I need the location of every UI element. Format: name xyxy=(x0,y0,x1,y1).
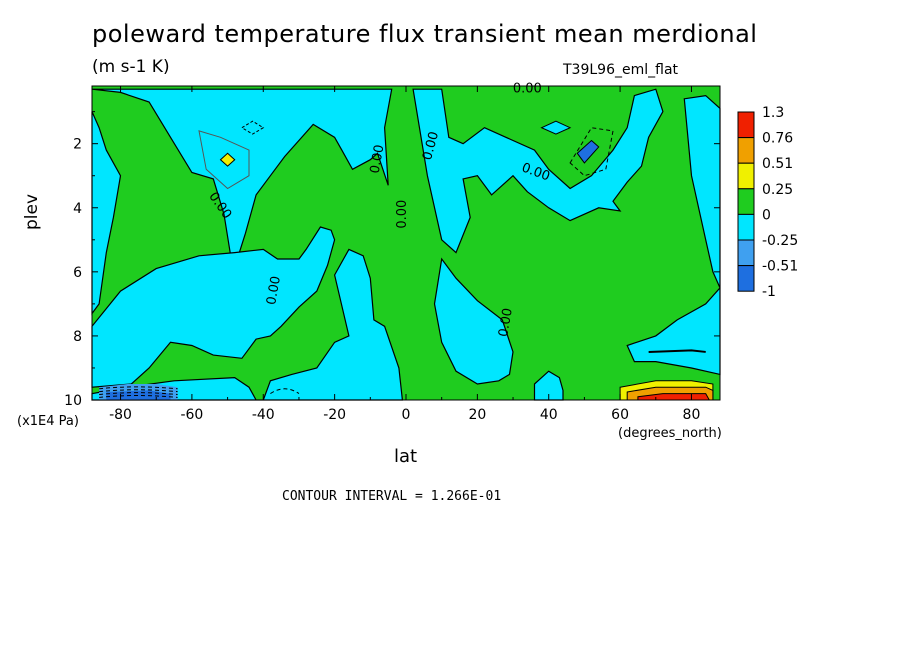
chart-title: poleward temperature flux transient mean… xyxy=(92,20,758,48)
contour-line-north-8 xyxy=(648,349,706,353)
negative-region-0 xyxy=(91,88,393,260)
x-tick-label: 40 xyxy=(540,407,558,423)
colorbar-box-5 xyxy=(737,239,755,267)
x-tick-label: -40 xyxy=(252,407,275,423)
contour-label-6: 0.00 xyxy=(496,307,516,338)
colorbar-label-4: 0 xyxy=(762,207,771,223)
colorbar-box-2 xyxy=(737,162,755,190)
contour-label-1: 0.00 xyxy=(264,275,284,306)
negative-region-4 xyxy=(412,88,664,254)
x-tick-label: -20 xyxy=(323,407,346,423)
colorbar-label-1: 0.76 xyxy=(762,131,793,147)
y-tick-label: 4 xyxy=(73,201,82,217)
small-negative-contour-north xyxy=(540,120,572,135)
negative-contour-line-3 xyxy=(99,395,178,398)
negative-contour-line-1 xyxy=(99,389,178,393)
colorbar-box-3 xyxy=(737,188,755,215)
y-tick-label: 2 xyxy=(73,137,82,153)
colorbar-label-7: -1 xyxy=(762,284,776,300)
chart-units: (m s-1 K) xyxy=(92,57,170,77)
colorbar-label-3: 0.25 xyxy=(762,182,793,198)
colorbar-box-1 xyxy=(737,137,755,164)
negative-contour-line-2 xyxy=(99,392,178,396)
small-positive-spot xyxy=(219,152,236,167)
y-tick-label: 6 xyxy=(73,265,82,281)
dashed-negative-contour xyxy=(569,127,614,177)
x-axis-unit: (degrees_north) xyxy=(618,426,722,441)
small-negative-spot xyxy=(576,139,600,164)
x-tick-label: 80 xyxy=(683,407,701,423)
x-tick-label: 0 xyxy=(402,407,411,423)
contour-label-3: 0.00 xyxy=(395,200,410,229)
contour-label-7: 0.00 xyxy=(513,81,542,96)
negative-region-6 xyxy=(433,257,514,385)
dataset-label: T39L96_eml_flat xyxy=(563,62,679,78)
colorbar-label-0: 1.3 xyxy=(762,105,784,121)
contour-label-4: 0.00 xyxy=(420,130,442,162)
x-axis-label: lat xyxy=(394,446,418,467)
y-axis-unit: (x1E4 Pa) xyxy=(17,414,79,429)
colorbar-label-6: -0.51 xyxy=(762,259,798,275)
x-tick-label: -60 xyxy=(180,407,203,423)
colorbar-label-2: 0.51 xyxy=(762,156,793,172)
colorbar-box-4 xyxy=(737,213,755,241)
contour-label-2: 0.00 xyxy=(368,144,388,175)
contour-interval: CONTOUR INTERVAL = 1.266E-01 xyxy=(282,489,502,504)
dashed-contour-near-surface xyxy=(270,388,300,395)
y-tick-label: 8 xyxy=(73,329,82,345)
thin-positive-contour xyxy=(198,130,250,190)
x-tick-label: -80 xyxy=(109,407,132,423)
colorbar-label-5: -0.25 xyxy=(762,233,798,249)
y-tick-label: 10 xyxy=(64,393,82,409)
x-tick-label: 20 xyxy=(468,407,486,423)
negative-region-1 xyxy=(91,111,122,316)
colorbar-box-6 xyxy=(737,265,755,292)
negative-region-2 xyxy=(91,226,336,388)
small-dashed-contour-south xyxy=(240,120,265,135)
x-tick-label: 60 xyxy=(611,407,629,423)
colorbar-box-0 xyxy=(737,111,755,139)
negative-contour-line-0 xyxy=(99,386,178,390)
